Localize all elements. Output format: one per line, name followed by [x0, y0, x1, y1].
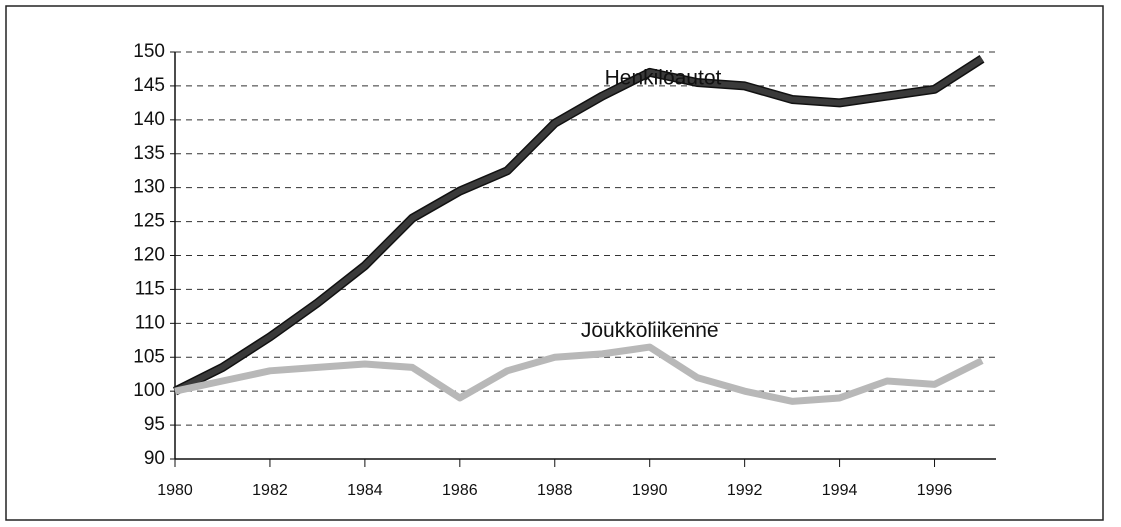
x-tick-label: 1990: [632, 482, 668, 499]
y-tick-label: 120: [133, 245, 165, 266]
x-tick-label: 1996: [917, 482, 953, 499]
y-tick-label: 130: [133, 177, 165, 198]
y-tick-label: 90: [144, 448, 165, 469]
x-tick-label: 1988: [537, 482, 573, 499]
x-tick-label: 1980: [157, 482, 193, 499]
y-tick-label: 95: [144, 414, 165, 435]
x-tick-label: 1984: [347, 482, 383, 499]
y-tick-label: 110: [135, 312, 165, 333]
x-tick-label: 1986: [442, 482, 478, 499]
frame: [5, 5, 1104, 521]
series-label: Henkilöautot: [605, 67, 722, 90]
y-tick-label: 125: [133, 211, 165, 232]
series-label: Joukkoliikenne: [581, 319, 719, 342]
x-tick-label: 1994: [822, 482, 858, 499]
series-line: [174, 343, 984, 405]
y-tick-label: 145: [133, 75, 165, 96]
y-tick-label: 115: [135, 278, 165, 299]
x-tick-label: 1982: [252, 482, 288, 499]
y-tick-label: 100: [133, 380, 165, 401]
x-tick-label: 1992: [727, 482, 763, 499]
y-tick-label: 105: [133, 346, 165, 367]
y-tick-label: 150: [133, 41, 165, 62]
series-line: [173, 56, 984, 394]
y-tick-label: 140: [133, 109, 165, 130]
y-tick-label: 135: [133, 143, 165, 164]
